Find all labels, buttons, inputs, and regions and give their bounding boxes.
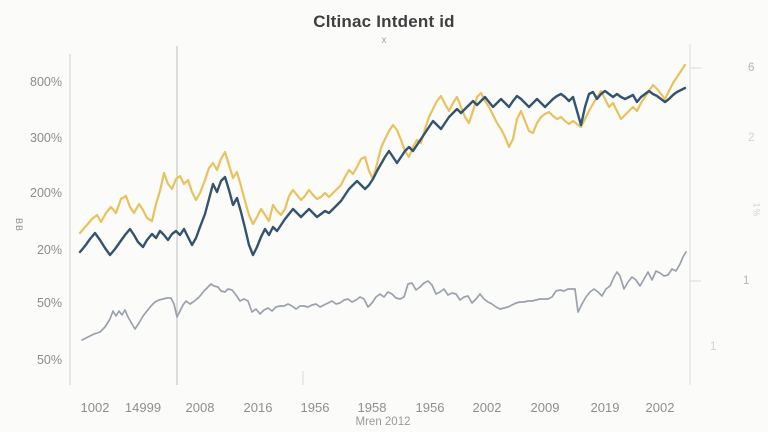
x-axis-tick-label: 2002 xyxy=(472,400,502,415)
left-axis-unit-label: BB xyxy=(14,217,25,233)
x-axis-tick-label: 1956 xyxy=(415,400,445,415)
series-navy-line xyxy=(78,86,687,257)
y-axis-left-tick-label: 20% xyxy=(36,243,62,257)
x-axis-tick-label: 2008 xyxy=(185,400,215,415)
x-axis-tick-label: 2009 xyxy=(530,400,560,415)
y-axis-left-tick-label: 50% xyxy=(36,353,62,367)
x-axis-tick-label: 2016 xyxy=(243,400,273,415)
x-axis-tick-label: 1958 xyxy=(357,400,387,415)
x-axis-tick-label: 2019 xyxy=(590,400,620,415)
x-axis-tick-label: 14999 xyxy=(124,400,162,415)
y-axis-left-tick-label: 800% xyxy=(30,75,62,89)
y-axis-right-tick-label: 6 xyxy=(748,62,755,74)
x-axis-note: Mren 2012 xyxy=(355,416,411,428)
series-gold-line xyxy=(78,63,687,235)
x-axis-tick-label: 1002 xyxy=(80,400,110,415)
y-axis-left-tick-label: 300% xyxy=(30,131,62,145)
y-axis-right-tick-label: 1 xyxy=(743,275,750,287)
chart-title: Cltinac Intdent id xyxy=(313,12,455,31)
series-gray-line xyxy=(81,251,687,341)
y-axis-right-tick-label: 1 xyxy=(710,341,717,353)
x-axis-tick-label: 1956 xyxy=(300,400,330,415)
y-axis-left-tick-label: 200% xyxy=(30,186,62,200)
y-axis-right-tick-label: 2 xyxy=(748,132,755,144)
y-axis-left-tick-label: 50% xyxy=(36,296,62,310)
x-axis-tick-label: 2002 xyxy=(645,400,675,415)
chart-subtitle: x xyxy=(381,35,387,46)
right-axis-unit-label: 1% xyxy=(751,202,762,218)
